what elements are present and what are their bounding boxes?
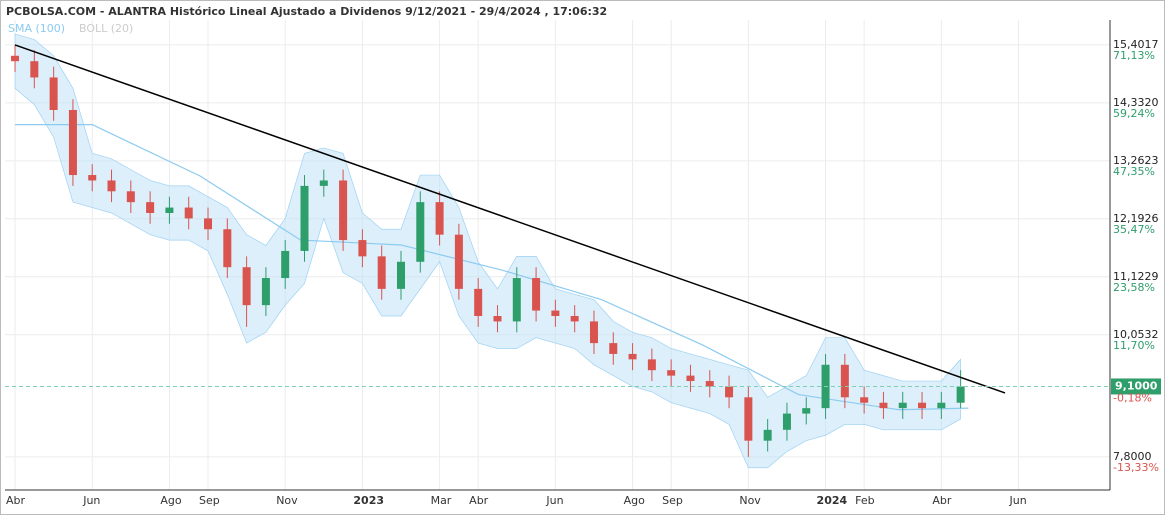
candle-body xyxy=(377,256,386,289)
y-tick-change: 11,70% xyxy=(1113,339,1155,352)
x-tick-label: Nov xyxy=(276,494,298,507)
x-tick-label: Sep xyxy=(199,494,220,507)
y-tick-change: 47,35% xyxy=(1113,165,1155,178)
candle-body xyxy=(435,202,444,235)
candle-body xyxy=(628,353,637,360)
x-tick-label: Ago xyxy=(160,494,182,507)
candle-body xyxy=(223,229,232,268)
candle-body xyxy=(647,359,656,371)
y-tick-change: -13,33% xyxy=(1113,461,1159,474)
current-price-box xyxy=(1111,378,1161,395)
chart-title: PCBOLSA.COM - ALANTRA Histórico Lineal A… xyxy=(6,5,607,18)
candle-body xyxy=(474,288,483,316)
y-tick-change: 35,47% xyxy=(1113,223,1155,236)
x-tick-label: Jun xyxy=(545,494,563,507)
candle-body xyxy=(609,343,618,354)
x-tick-label: Mar xyxy=(431,494,452,507)
y-tick-label: 10,0532 xyxy=(1113,328,1159,341)
candle-body xyxy=(339,180,348,241)
candle-body xyxy=(860,397,869,403)
candle-body xyxy=(512,278,521,322)
x-tick-label: Nov xyxy=(739,494,761,507)
x-tick-label: 2024 xyxy=(817,494,848,507)
candle-body xyxy=(88,175,97,181)
y-tick-change: 23,58% xyxy=(1113,281,1155,294)
current-price-label: 9,1000 xyxy=(1115,379,1158,392)
y-tick-label: 13,2623 xyxy=(1113,154,1159,167)
candle-body xyxy=(300,185,309,251)
candle-body xyxy=(918,402,927,409)
candle-body xyxy=(281,250,290,279)
candle-body xyxy=(184,207,193,219)
candle-body xyxy=(725,386,734,398)
x-tick-label: Sep xyxy=(662,494,683,507)
candle-body xyxy=(705,381,714,387)
candle-body xyxy=(879,402,888,409)
y-tick-change: 71,13% xyxy=(1113,49,1155,62)
candle-body xyxy=(204,218,213,230)
candle-body xyxy=(416,202,425,262)
x-tick-label: Jun xyxy=(1009,494,1027,507)
candle-body xyxy=(49,77,58,110)
candle-body xyxy=(551,310,560,316)
x-tick-label: Abr xyxy=(932,494,952,507)
x-tick-label: Abr xyxy=(6,494,26,507)
candle-body xyxy=(319,180,328,186)
x-tick-label: Jun xyxy=(82,494,100,507)
candle-body xyxy=(956,386,965,403)
x-tick-label: Feb xyxy=(855,494,874,507)
candle-body xyxy=(686,375,695,382)
candle-body xyxy=(840,364,849,398)
candle-body xyxy=(898,402,907,409)
trendline xyxy=(14,44,1006,394)
candle-body xyxy=(30,61,39,78)
candle-body xyxy=(454,234,463,289)
candle-body xyxy=(763,429,772,441)
candle-body xyxy=(11,55,20,62)
y-tick-label: 12,1926 xyxy=(1113,212,1159,225)
candle-body xyxy=(589,321,598,344)
candle-body xyxy=(493,315,502,322)
candle-body xyxy=(782,413,791,430)
x-tick-label: Ago xyxy=(624,494,646,507)
candle-body xyxy=(165,207,174,213)
x-tick-label: Abr xyxy=(469,494,489,507)
candle-body xyxy=(396,261,405,289)
y-tick-label: 15,4017 xyxy=(1113,38,1159,51)
y-tick-change: 59,24% xyxy=(1113,107,1155,120)
sma-line xyxy=(15,124,969,411)
candle-body xyxy=(532,278,541,311)
candle-body xyxy=(667,370,676,376)
current-price-change: -0,18% xyxy=(1113,391,1152,404)
legend-entry: BOLL (20) xyxy=(79,22,133,35)
y-tick-label: 7,8000 xyxy=(1113,450,1152,463)
bollinger-band xyxy=(14,33,961,469)
candle-body xyxy=(744,397,753,441)
legend-entry: SMA (100) xyxy=(8,22,65,35)
candle-body xyxy=(126,191,135,203)
candle-body xyxy=(570,315,579,322)
candle-body xyxy=(802,408,811,414)
candle-body xyxy=(68,109,77,176)
y-tick-label: 11,1229 xyxy=(1113,270,1159,283)
y-tick-label: 14,3320 xyxy=(1113,96,1159,109)
candle-body xyxy=(146,202,155,213)
candle-body xyxy=(242,267,251,306)
candle-body xyxy=(107,180,116,192)
candle-body xyxy=(261,278,270,306)
candle-body xyxy=(937,402,946,409)
candle-body xyxy=(358,240,367,257)
x-tick-label: 2023 xyxy=(353,494,384,507)
